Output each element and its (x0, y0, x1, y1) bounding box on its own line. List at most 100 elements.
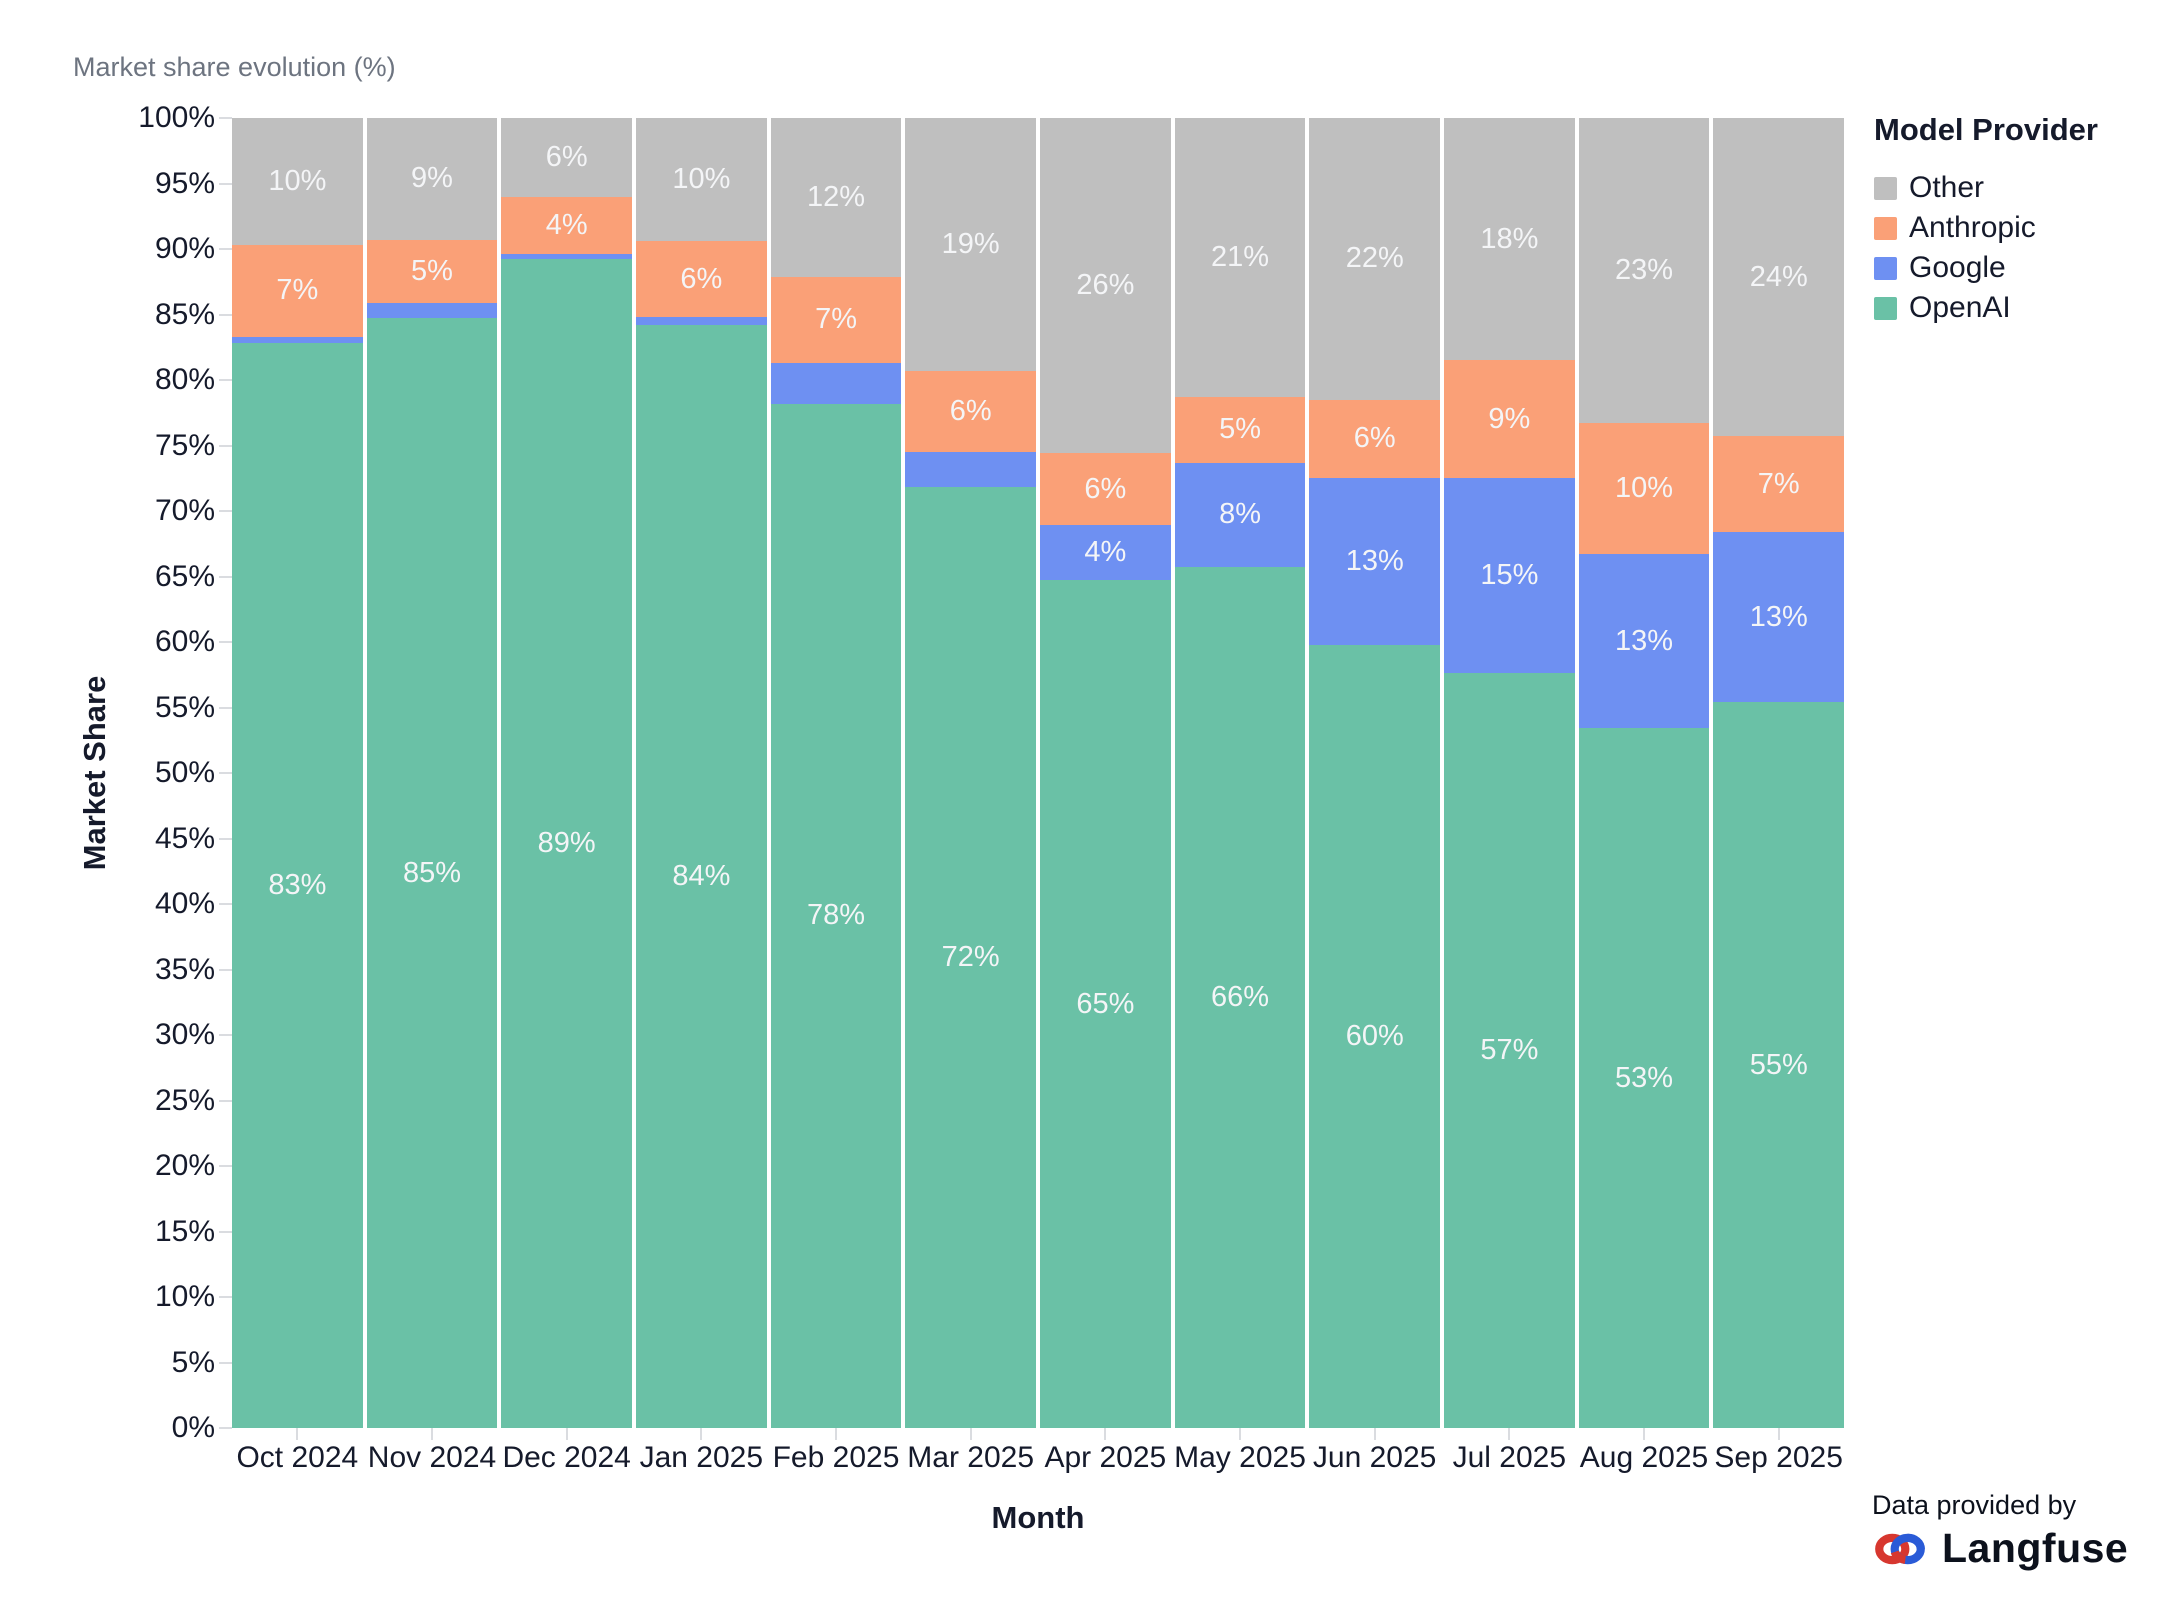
bar-segment-openai: 78% (770, 403, 902, 1428)
bar-segment-value: 23% (1615, 254, 1674, 287)
bar-segment-value: 13% (1749, 600, 1808, 633)
bar-segment-value: 9% (1488, 402, 1531, 435)
y-tick-mark (219, 772, 232, 774)
x-tick-mark (431, 1428, 433, 1440)
bar-segment-value: 6% (1353, 422, 1396, 455)
bar-segment-value: 15% (1480, 559, 1539, 592)
bar-segment-other: 26% (1040, 118, 1171, 454)
y-tick-label: 15% (154, 1214, 215, 1248)
x-tick-mark (1239, 1428, 1241, 1440)
bar-column-oct-2024: 10% 7% 83% (232, 118, 363, 1428)
bar-segment-value: 6% (949, 394, 992, 427)
bar-segment-value: 9% (411, 162, 453, 195)
bar-segment-google (366, 302, 498, 319)
y-tick-label: 5% (171, 1345, 215, 1379)
bar-segment-value: 7% (815, 303, 857, 336)
y-tick-mark (219, 1034, 232, 1036)
y-axis-tick-labels: 100% 95% 90% 85% 80% 75% 70% 65% 60% 55% 50% 45% 40%… (0, 103, 215, 1443)
x-tick-mark (565, 1428, 568, 1440)
y-tick-mark (219, 641, 232, 643)
bar-segment-google: 13% (1713, 531, 1845, 703)
bar-segment-value: 13% (1615, 624, 1674, 657)
brand-row: Langfuse (1872, 1525, 2128, 1572)
bar-segment-value: 4% (1084, 536, 1127, 569)
bar-segment-anthropic: 7% (1713, 436, 1845, 532)
bar-column-nov-2024: 9% 5% 85% (366, 118, 498, 1428)
x-tick-label-mar-2025: Mar 2025 (907, 1441, 1035, 1474)
langfuse-logo-icon (1875, 1533, 1925, 1564)
bar-segment-value: 89% (537, 827, 596, 860)
bar-segment-value: 8% (1219, 498, 1261, 531)
bar-segment-openai: 89% (501, 259, 633, 1428)
bar-segment-google: 8% (1174, 462, 1306, 568)
y-tick-label: 10% (154, 1280, 215, 1313)
bar-segment-value: 21% (1211, 241, 1270, 273)
bar-segment-value: 72% (941, 941, 1000, 974)
y-tick-label: 20% (154, 1149, 215, 1182)
x-tick-label-dec-2024: Dec 2024 (502, 1441, 631, 1474)
bar-column-aug-2025: 23% 10% 13% 53% (1578, 118, 1710, 1428)
bar-column-dec-2024: 6% 4% 89% (501, 118, 633, 1428)
x-tick-mark (1373, 1428, 1376, 1440)
bar-segment-other: 21% (1174, 118, 1306, 398)
legend-item-openai: OpenAI (1874, 288, 2154, 328)
y-tick-mark (219, 379, 232, 381)
bar-segment-openai: 83% (232, 343, 363, 1428)
bar-segment-other: 24% (1713, 118, 1845, 437)
y-tick-mark (219, 575, 232, 578)
y-tick-mark (219, 1361, 232, 1364)
attribution-text: Data provided by (1872, 1490, 2077, 1520)
bar-segment-openai: 60% (1309, 644, 1441, 1428)
y-tick-mark (219, 1296, 232, 1298)
legend-title: Model Provider (1874, 112, 2098, 147)
x-tick-label-may-2025: May 2025 (1174, 1441, 1306, 1474)
bar-segment-other: 18% (1444, 118, 1575, 361)
attribution: Data provided by Langfuse (1872, 1490, 2128, 1572)
plot-area: 10% 7% 83% 9% 5% 85% 6% 4% 89% 10% 6% 84% 12% 7% 78% 19… (232, 118, 1845, 1428)
bar-segment-openai: 85% (366, 318, 498, 1428)
y-tick-label: 55% (154, 690, 215, 724)
y-tick-label: 60% (154, 625, 215, 658)
bar-segment-google: 4% (1040, 525, 1171, 581)
y-tick-label: 100% (138, 101, 215, 134)
bar-segment-value: 78% (807, 899, 866, 932)
legend-swatch-other (1874, 176, 1897, 200)
bar-segment-anthropic: 6% (905, 370, 1037, 453)
bar-segment-value: 85% (402, 856, 462, 889)
bar-segment-value: 60% (1345, 1019, 1404, 1052)
bar-segment-value: 7% (1757, 467, 1800, 500)
bar-column-jun-2025: 22% 6% 13% 60% (1309, 118, 1441, 1428)
bar-segment-google (636, 317, 767, 325)
bar-column-jul-2025: 18% 9% 15% 57% (1444, 118, 1575, 1428)
legend-items: Other Anthropic Google OpenAI (1874, 168, 2154, 328)
bar-segment-other: 10% (636, 118, 767, 242)
bar-segment-value: 65% (1076, 987, 1135, 1020)
bar-segment-value: 7% (276, 274, 319, 307)
bar-segment-google: 15% (1444, 478, 1575, 674)
y-tick-mark (219, 968, 232, 971)
bar-segment-value: 6% (1084, 472, 1127, 505)
bar-segment-openai: 53% (1578, 728, 1710, 1428)
y-tick-mark (219, 1230, 232, 1233)
y-tick-mark (219, 117, 232, 119)
y-tick-label: 50% (154, 756, 215, 789)
bar-segment-value: 53% (1615, 1061, 1674, 1094)
bar-segment-value: 83% (268, 869, 327, 902)
x-tick-label-jan-2025: Jan 2025 (639, 1441, 764, 1474)
bar-segment-anthropic: 4% (501, 196, 633, 255)
bar-segment-anthropic: 5% (1174, 397, 1306, 463)
bar-column-jan-2025: 10% 6% 84% (636, 118, 767, 1428)
y-tick-label: 95% (154, 166, 215, 200)
legend-swatch-openai (1874, 296, 1897, 320)
x-tick-mark (1508, 1428, 1511, 1440)
x-tick-mark (835, 1428, 837, 1440)
bar-column-apr-2025: 26% 6% 4% 65% (1040, 118, 1171, 1428)
y-tick-mark (219, 313, 232, 316)
bar-segment-google (501, 254, 633, 260)
y-tick-mark (219, 182, 232, 185)
bar-segment-google: 13% (1309, 478, 1441, 645)
bar-segment-value: 55% (1749, 1048, 1808, 1081)
y-tick-mark (219, 706, 232, 709)
bar-segment-openai: 72% (905, 487, 1037, 1428)
bar-segment-value: 84% (672, 859, 731, 892)
